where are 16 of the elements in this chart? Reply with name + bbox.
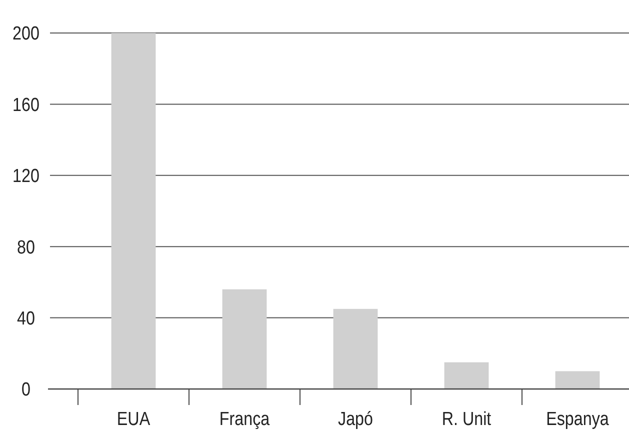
x-tick-label: Espanya [546, 408, 610, 430]
bar [444, 362, 489, 389]
bar [111, 33, 156, 389]
bar [333, 308, 378, 389]
x-tick-label: Japó [338, 408, 374, 430]
x-tick-label: R. Unit [442, 408, 492, 430]
y-tick-label: 120 [12, 164, 40, 186]
y-tick-label: 0 [22, 378, 31, 400]
bar [222, 289, 267, 389]
y-tick-label: 80 [17, 236, 36, 258]
y-tick-label: 200 [12, 22, 40, 44]
y-tick-label: 160 [12, 94, 40, 116]
x-tick-label: França [219, 408, 270, 430]
y-tick-label: 40 [17, 307, 36, 329]
x-tick-label: EUA [116, 408, 150, 430]
bar [555, 371, 600, 389]
